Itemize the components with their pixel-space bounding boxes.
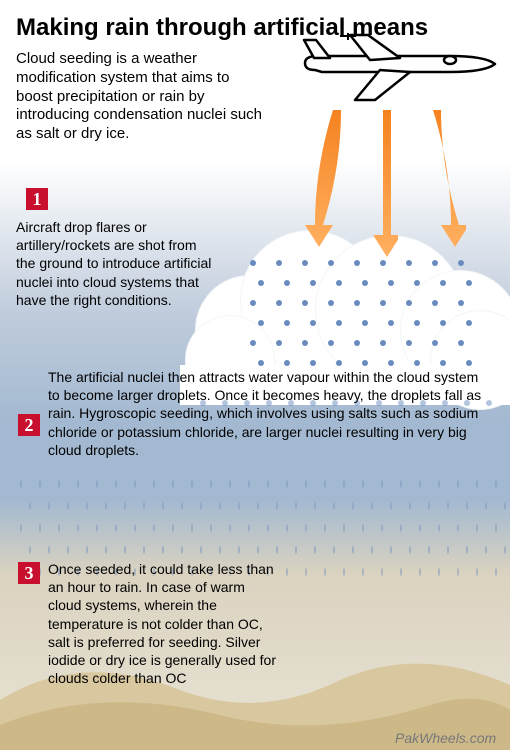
step-text-1: Aircraft drop flares or artillery/rocket… (16, 218, 216, 309)
seeding-arrow (300, 110, 366, 254)
step-text-2: The artificial nuclei then attracts wate… (48, 368, 488, 459)
step-badge-3: 3 (18, 562, 40, 584)
page-title: Making rain through artificial means (16, 14, 496, 42)
step-text-3: Once seeded, it could take less than an … (48, 560, 278, 687)
seeding-arrow (400, 110, 466, 254)
intro-text: Cloud seeding is a weather modification … (16, 50, 266, 144)
airplane-icon (300, 30, 500, 110)
watermark: PakWheels.com (395, 730, 496, 746)
step-badge-2: 2 (18, 414, 40, 436)
step-badge-1: 1 (26, 188, 48, 210)
seeding-arrow (368, 110, 398, 264)
